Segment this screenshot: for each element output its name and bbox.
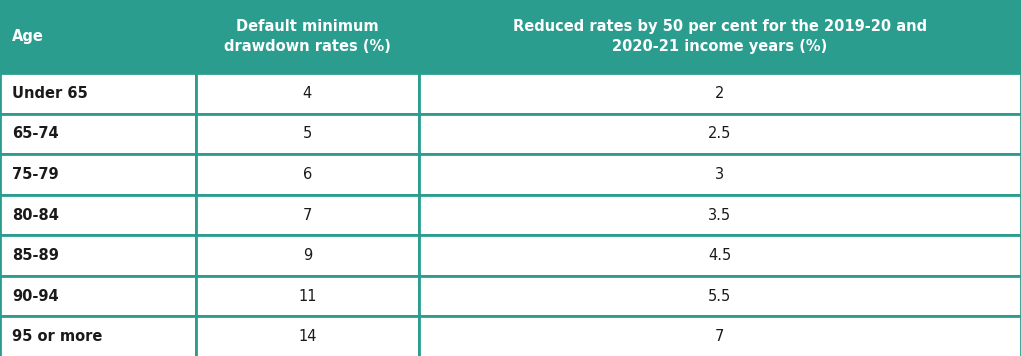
Bar bbox=[419, 114, 1021, 154]
Bar bbox=[0, 235, 196, 276]
Bar bbox=[0, 0, 196, 73]
Bar bbox=[196, 73, 419, 114]
Bar bbox=[419, 73, 1021, 114]
Bar bbox=[196, 0, 419, 73]
Bar bbox=[419, 0, 1021, 73]
Text: 7: 7 bbox=[302, 208, 312, 222]
Text: 5.5: 5.5 bbox=[709, 289, 731, 304]
Bar bbox=[419, 154, 1021, 195]
Text: 80-84: 80-84 bbox=[12, 208, 59, 222]
Bar bbox=[419, 195, 1021, 235]
Bar bbox=[0, 316, 196, 356]
Text: 75-79: 75-79 bbox=[12, 167, 59, 182]
Text: 6: 6 bbox=[302, 167, 312, 182]
Text: 5: 5 bbox=[302, 126, 312, 141]
Text: Under 65: Under 65 bbox=[12, 86, 88, 101]
Text: 3: 3 bbox=[716, 167, 724, 182]
Bar bbox=[0, 154, 196, 195]
Bar bbox=[196, 114, 419, 154]
Bar bbox=[196, 195, 419, 235]
Text: 9: 9 bbox=[302, 248, 312, 263]
Text: Age: Age bbox=[12, 29, 44, 44]
Text: 95 or more: 95 or more bbox=[12, 329, 103, 344]
Bar bbox=[419, 316, 1021, 356]
Bar bbox=[196, 276, 419, 316]
Text: 65-74: 65-74 bbox=[12, 126, 59, 141]
Text: 4.5: 4.5 bbox=[709, 248, 731, 263]
Bar bbox=[196, 235, 419, 276]
Text: 7: 7 bbox=[715, 329, 725, 344]
Bar bbox=[0, 276, 196, 316]
Text: 14: 14 bbox=[298, 329, 317, 344]
Text: Default minimum
drawdown rates (%): Default minimum drawdown rates (%) bbox=[224, 19, 391, 54]
Bar bbox=[0, 114, 196, 154]
Bar bbox=[196, 154, 419, 195]
Bar bbox=[196, 316, 419, 356]
Text: Reduced rates by 50 per cent for the 2019-20 and
2020-21 income years (%): Reduced rates by 50 per cent for the 201… bbox=[513, 19, 927, 54]
Text: 2: 2 bbox=[715, 86, 725, 101]
Text: 90-94: 90-94 bbox=[12, 289, 59, 304]
Text: 2.5: 2.5 bbox=[709, 126, 731, 141]
Bar bbox=[419, 276, 1021, 316]
Text: 4: 4 bbox=[302, 86, 312, 101]
Bar bbox=[0, 195, 196, 235]
Text: 11: 11 bbox=[298, 289, 317, 304]
Text: 3.5: 3.5 bbox=[709, 208, 731, 222]
Bar bbox=[419, 235, 1021, 276]
Bar bbox=[0, 73, 196, 114]
Text: 85-89: 85-89 bbox=[12, 248, 59, 263]
